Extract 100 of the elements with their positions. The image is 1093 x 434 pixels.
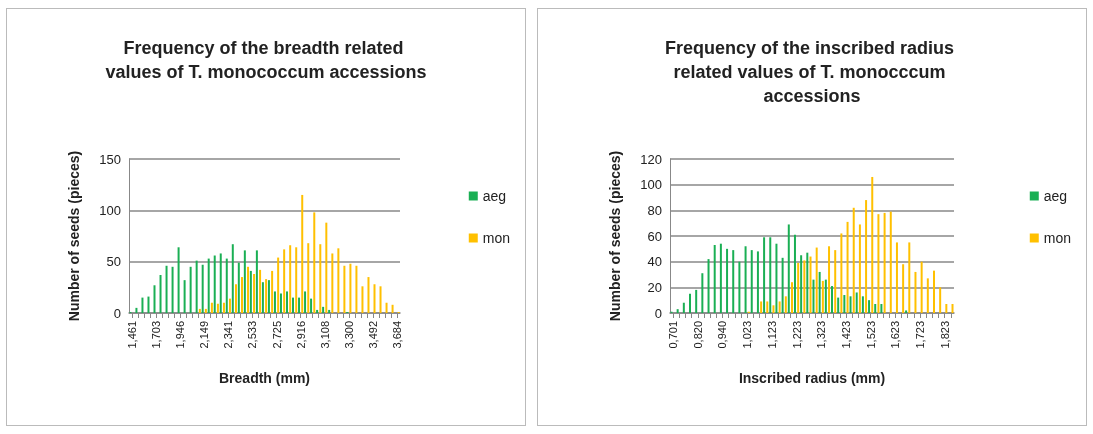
bar [756,251,759,313]
bar [135,307,138,313]
bar [846,221,849,313]
bar [812,279,815,313]
x-tick-label: 1,723 [914,321,927,349]
bar [222,302,225,313]
bar [744,246,747,313]
x-tick-label: 1,223 [790,321,803,349]
y-tick-label: 120 [640,151,662,167]
bar [285,291,288,313]
x-tick-label: 2,533 [246,321,259,349]
x-tick-label: 0,940 [716,321,729,349]
bar [719,243,722,313]
bar [207,258,210,313]
bar [159,275,162,313]
x-tick-label: 1,023 [741,321,754,349]
bar [177,247,180,313]
x-tick-label: 2,916 [294,321,307,349]
bar [803,260,806,313]
bar [868,300,871,313]
x-axis-title: Inscribed radius (mm) [738,370,886,386]
chart-title: Frequency of the breadth related values of T. monococcum accessions [105,38,427,82]
x-tick-label: 0,701 [667,321,680,349]
x-tick-label: 1,523 [864,321,877,349]
bar [793,234,796,313]
x-tick-label: 1,946 [174,321,187,349]
bar [707,259,710,313]
bar [259,269,262,313]
bar [307,243,310,313]
bar [939,287,942,313]
bar [298,297,301,313]
bar [920,261,923,313]
bar [775,243,778,313]
x-tick-label: 1,123 [765,321,778,349]
bar [295,247,298,313]
y-axis-title: Number of seeds (pieces) [66,150,82,322]
y-tick-label: 40 [647,254,662,270]
bar [713,244,716,313]
bar [914,271,917,313]
bar [198,308,201,313]
bar [855,292,858,313]
bar [951,304,954,313]
bar [225,258,228,313]
x-tick-label: 1,623 [889,321,902,349]
bar [806,252,809,313]
y-tick-label: 100 [640,177,662,193]
x-tick-label: 1,423 [839,321,852,349]
bar [800,255,803,313]
x-tick-label: 1,323 [815,321,828,349]
bar [385,302,388,313]
bar [945,304,948,313]
bar [902,264,905,313]
x-tick-label: 1,461 [126,321,139,349]
bar [738,261,741,313]
legend-label: mon [1043,230,1071,246]
bar [201,264,204,313]
bar [337,248,340,313]
bar [355,265,358,313]
bar [219,253,222,313]
bar [361,286,364,313]
bar [228,298,231,313]
bar [279,293,282,313]
bar [304,291,307,313]
bar [787,224,790,313]
bar [234,284,237,313]
bar [763,237,766,313]
bar [852,207,855,313]
bar [213,255,216,313]
y-tick-label: 100 [99,202,121,218]
legend-label: aeg [1043,188,1068,204]
bar [210,302,213,313]
bar [301,194,304,313]
y-tick-label: 20 [647,279,662,295]
bar [153,285,156,313]
bar [778,301,781,313]
y-tick-label: 80 [647,202,662,218]
y-tick-label: 0 [113,305,121,321]
bar [871,176,874,313]
bar [865,200,868,313]
bar [769,237,772,313]
x-tick-label: 3,492 [366,321,379,349]
bar [840,233,843,313]
x-tick-label: 3,684 [390,321,403,349]
bar [319,244,322,313]
bar [283,249,286,313]
bar [843,295,846,313]
bar [216,303,219,313]
bar [195,260,198,313]
bar [322,306,325,313]
bar [289,245,292,313]
x-tick-label: 2,341 [222,321,235,349]
bar [243,250,246,313]
bar [861,296,864,313]
legend-label: mon [482,230,510,246]
bar [766,301,769,313]
bar [905,310,908,313]
bar [273,291,276,313]
legend-label: aeg [482,188,507,204]
bar [732,250,735,313]
bar [171,266,174,313]
